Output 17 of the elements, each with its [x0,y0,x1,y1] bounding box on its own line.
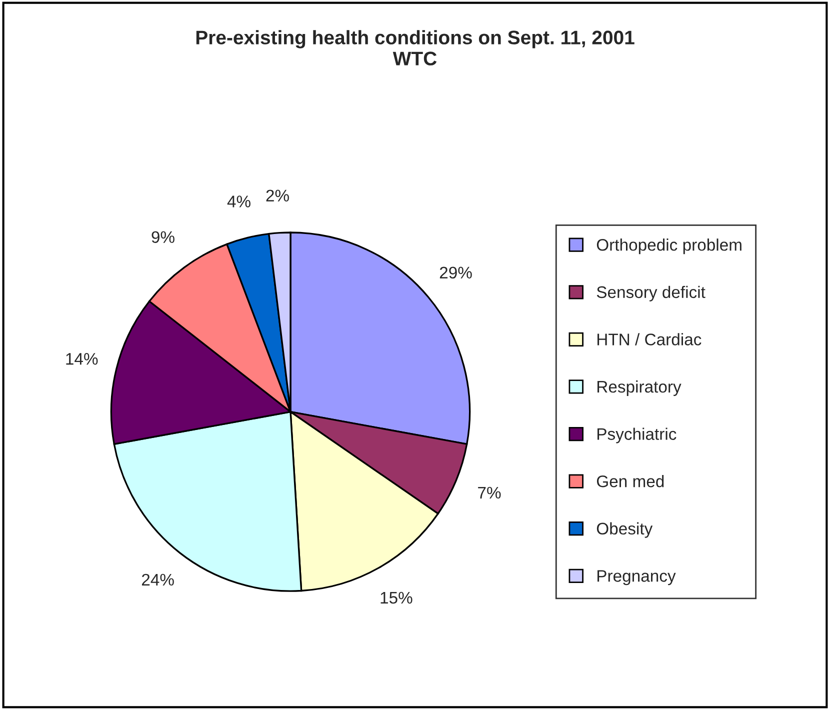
data-label: 9% [152,231,174,243]
legend-label: Sensory deficit [596,286,706,302]
data-label: 2% [266,190,289,202]
legend-label: Orthopedic problem [596,238,742,254]
data-label: 14% [66,353,98,365]
legend-label: Gen med [596,475,664,488]
data-label: 29% [440,266,472,279]
data-label: 7% [478,486,501,499]
chart-title: Pre-existing health conditions on Sept. 11, 2001 WTC [196,30,634,66]
data-label: 24% [142,574,174,586]
legend-label: Obesity [596,522,653,538]
legend-label: Pregnancy [598,570,676,586]
data-label: 4% [227,196,250,208]
legend-label: Respiratory [598,380,682,396]
legend-label: HTN / Cardiac [598,333,702,346]
data-label: 15% [380,592,412,604]
legend-label: Psychiatric [598,428,676,444]
